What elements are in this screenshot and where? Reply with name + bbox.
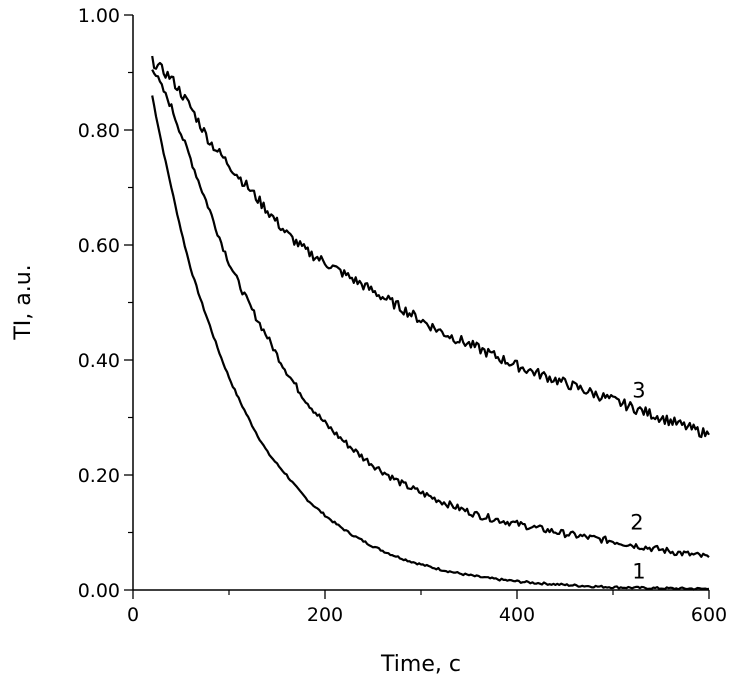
y-tick-label: 0.60 — [78, 235, 120, 257]
axes: 0 200 400 600 0.00 0.20 0.40 0.60 0.80 1.00 — [78, 5, 727, 626]
x-axis-label: Time, c — [380, 652, 461, 677]
y-tick-label: 0.80 — [78, 120, 120, 142]
y-tick-label: 0.00 — [78, 580, 120, 602]
y-axis-label: TI, a.u. — [11, 264, 36, 340]
y-tick-label: 0.40 — [78, 350, 120, 372]
x-tick-label: 400 — [499, 604, 535, 626]
series-lines: 1 2 3 — [151, 55, 710, 591]
y-tick-label: 0.20 — [78, 465, 120, 487]
series-label-3: 3 — [632, 378, 645, 402]
series-line-2 — [151, 69, 710, 559]
x-tick-label: 0 — [127, 604, 139, 626]
x-tick-label: 600 — [691, 604, 727, 626]
series-line-3 — [151, 55, 710, 439]
series-line-1 — [151, 95, 710, 591]
series-label-2: 2 — [630, 511, 643, 535]
series-label-1: 1 — [632, 560, 645, 584]
y-tick-label: 1.00 — [78, 5, 120, 27]
x-tick-label: 200 — [307, 604, 343, 626]
